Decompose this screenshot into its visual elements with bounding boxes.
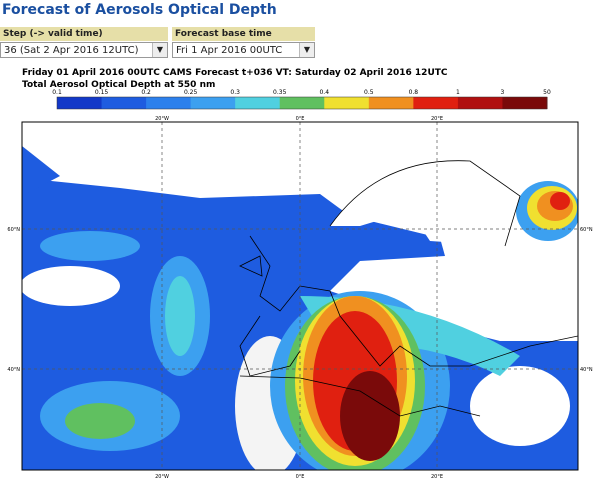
map-frame bbox=[21, 121, 579, 471]
colorbar-label: 1 bbox=[456, 89, 460, 96]
base-value: Fri 1 Apr 2016 00UTC bbox=[176, 45, 283, 56]
lon-label: 0°E bbox=[296, 474, 305, 480]
lat-label: 60°N bbox=[580, 227, 593, 233]
dropdown-arrow: ▼ bbox=[152, 43, 167, 57]
colorbar-swatch bbox=[190, 97, 236, 109]
colorbar-swatch bbox=[502, 97, 548, 109]
colorbar-swatch bbox=[457, 97, 503, 109]
colorbar-swatch bbox=[101, 97, 147, 109]
dropdown-arrow: ▼ bbox=[299, 43, 314, 57]
lat-label: 60°N bbox=[7, 227, 20, 233]
step-value: 36 (Sat 2 Apr 2016 12UTC) bbox=[4, 45, 139, 56]
colorbar-label: 0.35 bbox=[273, 89, 287, 96]
colorbar-swatch bbox=[146, 97, 192, 109]
colorbar-label: 0.5 bbox=[364, 89, 374, 96]
colorbar-swatch bbox=[368, 97, 414, 109]
base-label: Forecast base time bbox=[172, 27, 315, 41]
lon-label: 20°E bbox=[431, 116, 443, 122]
colorbar-label: 3 bbox=[501, 89, 505, 96]
colorbar-swatch bbox=[279, 97, 325, 109]
colorbar-label: 0.25 bbox=[184, 89, 198, 96]
colorbar-label: 0.8 bbox=[409, 89, 419, 96]
map-title: Friday 01 April 2016 00UTC CAMS Forecast… bbox=[22, 68, 448, 78]
map-subtitle: Total Aerosol Optical Depth at 550 nm bbox=[22, 80, 216, 90]
colorbar-swatch bbox=[324, 97, 370, 109]
lon-label: 20°E bbox=[431, 474, 443, 480]
step-label: Step (-> valid time) bbox=[0, 27, 168, 41]
lat-label: 40°N bbox=[7, 367, 20, 373]
colorbar-frame bbox=[56, 96, 548, 110]
colorbar-label: 0.2 bbox=[141, 89, 151, 96]
lat-label: 40°N bbox=[580, 367, 593, 373]
step-select[interactable]: 36 (Sat 2 Apr 2016 12UTC) ▼ bbox=[0, 42, 168, 58]
colorbar-label: 0.1 bbox=[52, 89, 62, 96]
colorbar: 0.1 0.15 0.2 0.25 0.3 0.35 0.4 0.5 0.8 1 3 50 bbox=[52, 89, 551, 110]
colorbar-label: 0.3 bbox=[230, 89, 240, 96]
page-title: Forecast of Aerosols Optical Depth bbox=[2, 2, 277, 18]
lon-label: 0°E bbox=[296, 116, 305, 122]
lon-label: 20°W bbox=[155, 474, 169, 480]
colorbar-label: 50 bbox=[543, 89, 551, 96]
coastlines bbox=[239, 160, 578, 417]
colorbar-label: 0.15 bbox=[95, 89, 109, 96]
graticule bbox=[22, 122, 578, 470]
base-select[interactable]: Fri 1 Apr 2016 00UTC ▼ bbox=[172, 42, 315, 58]
lon-label: 20°W bbox=[155, 116, 169, 122]
aerosol-field bbox=[22, 122, 578, 470]
map: 20°W 0°E 20°E 20°W 0°E 20°E 60°N 40°N 60… bbox=[7, 116, 593, 480]
colorbar-swatch bbox=[413, 97, 459, 109]
colorbar-swatch bbox=[235, 97, 281, 109]
colorbar-label: 0.4 bbox=[319, 89, 329, 96]
colorbar-swatch bbox=[57, 97, 103, 109]
